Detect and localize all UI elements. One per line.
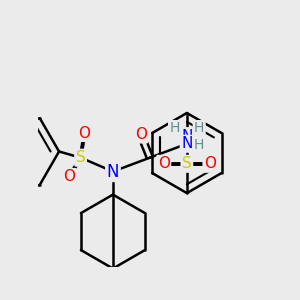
Text: O: O [79, 125, 91, 140]
Text: N: N [181, 129, 193, 144]
Text: N: N [181, 136, 193, 151]
Text: H: H [169, 122, 180, 135]
Text: O: O [204, 156, 216, 171]
Text: H: H [194, 138, 204, 152]
Text: S: S [182, 156, 192, 171]
Text: N: N [107, 163, 119, 181]
Text: O: O [63, 169, 75, 184]
Text: S: S [76, 150, 85, 165]
Text: O: O [158, 156, 170, 171]
Text: H: H [194, 122, 204, 135]
Text: O: O [135, 127, 147, 142]
